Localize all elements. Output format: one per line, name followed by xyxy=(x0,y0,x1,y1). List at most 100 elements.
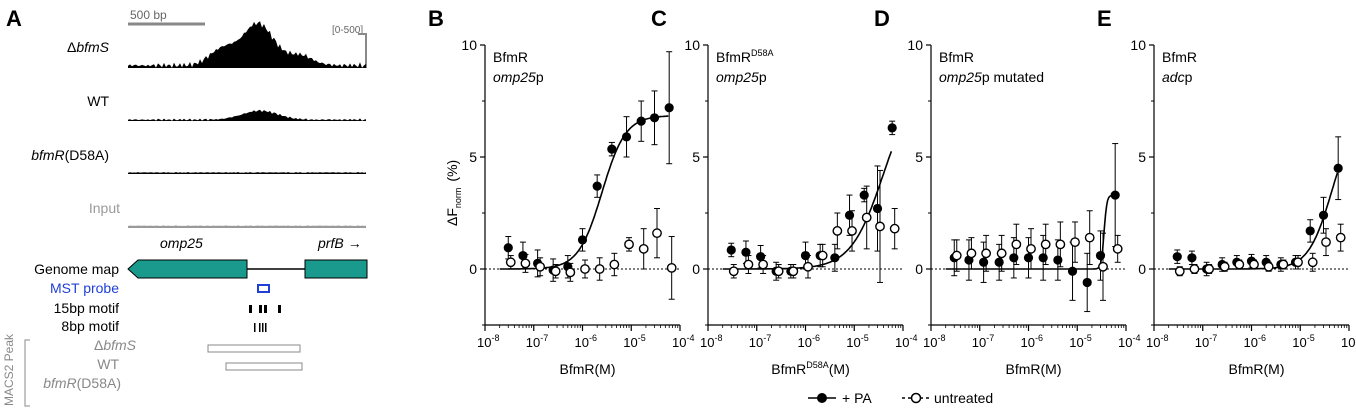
data-point-pa xyxy=(994,257,1004,267)
y-axis-label: ΔFnorm(%) xyxy=(444,160,463,226)
x-tick-label: 10-7 xyxy=(749,333,771,350)
x-tick-label: 10-8 xyxy=(1146,333,1168,350)
data-point-untreated xyxy=(889,223,900,234)
motif-15bp-label: 15bp motif xyxy=(54,300,119,316)
data-point-pa xyxy=(607,144,617,154)
x-axis-label: BfmR(M) xyxy=(1006,361,1062,377)
peak-bar-wt xyxy=(225,362,303,371)
y-tick-label: 10 xyxy=(461,37,477,53)
data-point-untreated xyxy=(1098,261,1108,272)
data-point-pa xyxy=(1023,253,1034,263)
panel-a: A 500 bp [0-500] ΔbfmS WT bfmR(D58A) Inp… xyxy=(2,6,368,407)
gene-label-prfb: prfB → xyxy=(317,235,362,251)
panel-b: B 0 5 10 10-8 10-7 10-6 10-5 10-4 BfmR(M) BfmR omp2… xyxy=(428,6,694,377)
legend: + PA untreated xyxy=(808,390,993,406)
data-point-pa xyxy=(1333,163,1343,173)
data-point-untreated xyxy=(1321,237,1331,248)
data-point-untreated xyxy=(951,250,962,261)
panel-label-protein: BfmR xyxy=(1162,49,1197,65)
y-tick-label: 0 xyxy=(692,261,700,277)
mst-probe-mark xyxy=(257,284,270,293)
data-point-untreated xyxy=(1278,259,1289,270)
coverage-track-input xyxy=(128,225,366,228)
data-point-untreated xyxy=(1189,264,1200,274)
x-tick-label: 10-7 xyxy=(1195,333,1217,350)
panel-label-protein: BfmR xyxy=(939,49,974,65)
data-point-pa xyxy=(1067,266,1078,276)
panel-letter-b: B xyxy=(428,6,444,31)
panel-label-protein: BfmRD58A xyxy=(716,48,774,65)
data-point-untreated xyxy=(1040,239,1051,250)
data-point-pa xyxy=(887,123,897,133)
x-tick-label: 10-4 xyxy=(1341,333,1356,350)
data-point-pa xyxy=(1053,255,1063,265)
x-tick-label: 10-8 xyxy=(923,333,945,350)
gene-omp25 xyxy=(127,259,248,279)
data-point-untreated xyxy=(505,257,516,268)
data-point-untreated xyxy=(817,250,828,261)
track-label-bfms: ΔbfmS xyxy=(67,39,110,55)
gene-label-omp25: omp25 xyxy=(160,235,203,251)
peak-label-wt: WT xyxy=(97,356,119,372)
data-point-untreated xyxy=(1055,239,1066,250)
y-tick-label: 5 xyxy=(469,149,477,165)
data-point-untreated xyxy=(1249,259,1259,270)
data-point-pa xyxy=(1318,210,1329,220)
data-point-pa xyxy=(664,103,674,113)
x-axis-label: BfmR(M) xyxy=(1229,361,1285,377)
gene-prfb xyxy=(304,259,368,279)
y-tick-label: 10 xyxy=(684,37,700,53)
data-point-untreated xyxy=(743,259,754,270)
data-point-pa xyxy=(621,132,632,142)
peak-bar-bfms xyxy=(207,344,301,353)
panel-label-promoter: omp25p xyxy=(716,69,767,85)
data-point-pa xyxy=(592,181,602,191)
panel-e: E 0 5 10 10-8 10-7 10-6 10-5 10-4 BfmR(M) BfmR adcp xyxy=(1097,6,1356,377)
data-point-pa xyxy=(979,257,989,267)
data-point-untreated xyxy=(1307,257,1318,268)
panel-letter-e: E xyxy=(1097,6,1112,31)
data-point-pa xyxy=(872,203,883,214)
panel-d: D 0 5 10 10-8 10-7 10-6 10-5 10-4 BfmR(M) BfmR omp2… xyxy=(874,6,1140,377)
data-point-untreated xyxy=(638,243,649,254)
y-tick-label: 10 xyxy=(907,37,923,53)
legend-marker-pa xyxy=(817,393,827,403)
x-axis-label: BfmR(M) xyxy=(560,361,616,377)
data-point-untreated xyxy=(580,264,590,274)
data-point-untreated xyxy=(832,226,843,236)
peak-label-bfms: ΔbfmS xyxy=(94,337,137,353)
range-bracket xyxy=(358,33,367,68)
panel-label-promoter: omp25p mutated xyxy=(939,69,1044,85)
mst-probe-label: MST probe xyxy=(50,280,119,296)
data-point-untreated xyxy=(728,266,739,277)
data-point-pa xyxy=(503,243,513,253)
data-point-untreated xyxy=(1112,243,1123,254)
legend-marker-untreated xyxy=(910,392,922,404)
x-tick-label: 10-7 xyxy=(972,333,994,350)
data-point-pa xyxy=(1305,226,1315,236)
y-tick-label: 0 xyxy=(1138,261,1146,277)
data-point-untreated xyxy=(535,261,546,272)
data-point-pa xyxy=(741,247,751,257)
data-point-pa xyxy=(726,245,736,255)
y-tick-label: 5 xyxy=(692,149,700,165)
data-point-untreated xyxy=(609,259,620,270)
data-point-untreated xyxy=(847,226,857,236)
data-point-untreated xyxy=(803,261,813,272)
data-point-untreated xyxy=(996,248,1007,259)
track-label-wt: WT xyxy=(87,93,109,109)
data-point-pa xyxy=(1082,277,1092,288)
panel-letter-c: C xyxy=(651,6,667,31)
coverage-track-wt xyxy=(128,109,366,121)
peak-label-bfmr-d58a: bfmR(D58A) xyxy=(43,375,121,391)
panel-label-promoter: adcp xyxy=(1162,69,1193,85)
macs2-bracket xyxy=(24,339,30,407)
x-axis-label: BfmRD58A(M) xyxy=(771,360,850,377)
data-point-untreated xyxy=(875,221,885,232)
motif-8bp-marks xyxy=(254,323,267,332)
coverage-track-bfms xyxy=(128,21,366,68)
data-point-untreated xyxy=(1219,261,1230,272)
data-point-pa xyxy=(1038,253,1048,263)
panel-label-protein: BfmR xyxy=(493,49,528,65)
